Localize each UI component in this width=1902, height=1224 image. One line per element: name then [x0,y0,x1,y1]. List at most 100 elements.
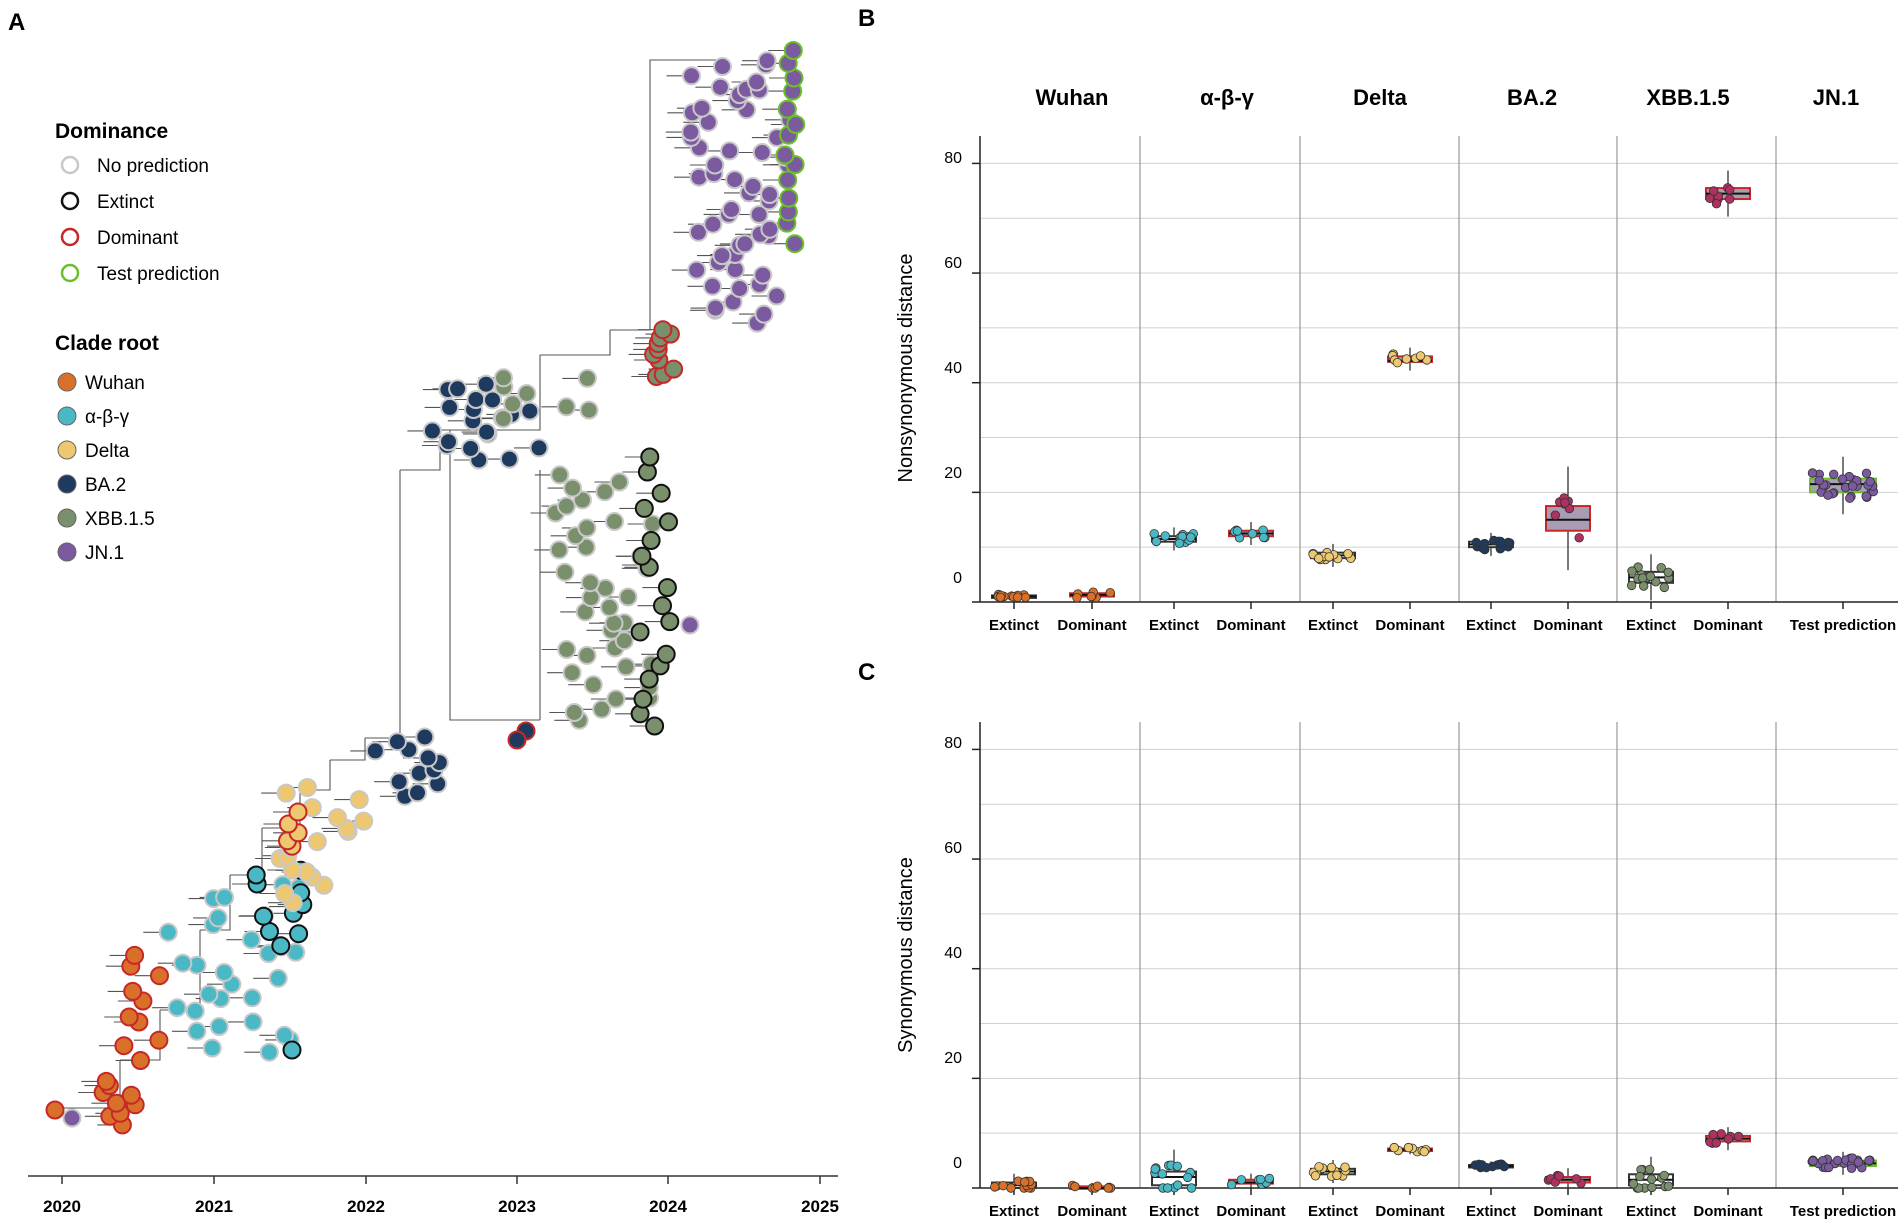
tree-tip [653,596,672,616]
x-category-label: Dominant [1375,1203,1444,1220]
tree-tip [754,304,774,324]
legend-abg: α-β-γ [57,406,130,428]
data-point [1172,1161,1183,1172]
tree-tip [725,170,745,190]
tree-tip [520,401,540,421]
tree-tip [562,663,582,683]
legend-label: JN.1 [85,543,124,564]
tree-branch [649,59,720,300]
tree-tip [507,730,527,750]
data-point [1656,563,1666,573]
box-group [991,589,1037,603]
data-point [1478,543,1488,554]
data-point [1326,1162,1337,1173]
tree-tip [577,518,597,538]
tree-tip [275,884,295,903]
data-point [1415,351,1426,361]
data-point [1247,529,1258,539]
wuhan-swatch-icon [57,372,77,392]
data-point [990,1182,1000,1192]
tree-tip [616,657,636,677]
data-point [1846,1163,1857,1174]
data-point [1310,1171,1321,1181]
data-point [1226,1179,1237,1190]
tree-tip [440,397,460,417]
tree-tip [767,286,787,306]
box-group [1387,347,1433,371]
data-point [1103,1183,1114,1193]
data-point [1723,1134,1734,1144]
tree-tip [187,1021,207,1041]
year-tick-label: 2021 [195,1197,233,1216]
tree-tip [215,887,235,907]
tree-tip [483,390,502,410]
data-point [1724,185,1735,195]
data-point [1865,476,1875,487]
data-point [1708,186,1719,196]
data-point [1638,581,1649,591]
tree-tip [592,699,612,719]
tree-tip [563,478,583,498]
tree-tip [779,188,799,208]
x-category-label: Extinct [1308,617,1358,634]
x-category-label: Dominant [1216,617,1285,634]
legend-label: α-β-γ [85,407,130,428]
tree-tip [274,1025,294,1045]
data-point [1828,469,1839,480]
tree-tip [692,98,712,118]
x-category-label: Extinct [1466,1203,1516,1220]
tree-tip [688,222,708,242]
data-point [1626,580,1637,591]
x-category-label: Test prediction [1790,617,1896,634]
data-point [1645,571,1656,582]
tree-tip [634,498,654,518]
data-point [1232,526,1243,536]
box-group [1807,1151,1877,1175]
tree-tip [606,689,626,709]
tree-tip [214,963,234,982]
x-category-label: Dominant [1216,1203,1285,1220]
tree-tip [555,562,575,582]
year-tick-label: 2022 [347,1197,385,1216]
data-point [1647,1182,1657,1193]
box-group [1387,1142,1433,1157]
facet-title-wuhan: Wuhan [1036,85,1109,110]
data-point [1635,1171,1645,1182]
x-category-label: Dominant [1693,617,1762,634]
tree-tip [682,66,701,86]
data-point [1258,532,1269,543]
data-point [1149,529,1159,539]
data-point [1150,1164,1160,1174]
data-point [1711,198,1722,209]
panel-label-b: B [858,5,875,32]
tree-tip [106,1093,126,1113]
data-point [1663,567,1674,578]
tree-branch [610,300,651,331]
data-point [1637,573,1648,583]
x-category-label: Extinct [1466,617,1516,634]
x-categories-c: Extinct Dominant Extinct Dominant Extinc… [989,1203,1896,1220]
data-point [1314,553,1324,564]
tree-tip [753,265,773,285]
data-point [1832,1155,1843,1166]
dominant-marker-icon [60,227,80,247]
facet-title-jn1: JN.1 [1813,85,1859,110]
y-ticks-b: 0 20 40 60 80 [944,150,962,587]
data-point [1343,549,1353,559]
y-tick-label: 40 [944,360,962,377]
tree-tip [577,645,597,665]
x-category-label: Dominant [1693,1203,1762,1220]
x-category-label: Test prediction [1790,1203,1896,1220]
tree-tip [503,394,523,414]
x-category-label: Dominant [1057,617,1126,634]
data-point [1808,1156,1818,1166]
data-point [1853,1157,1864,1167]
tree-tip [96,1071,116,1091]
tree-tip [785,234,805,254]
clade-legend: Clade root Wuhan α-β-γ Delta BA.2 XBB.1.… [55,332,159,564]
tree-tip [131,1051,150,1070]
panel-label-c: C [858,659,875,686]
data-point [1186,1183,1197,1193]
legend-dominant: Dominant [60,227,179,249]
data-point [1340,1162,1350,1172]
